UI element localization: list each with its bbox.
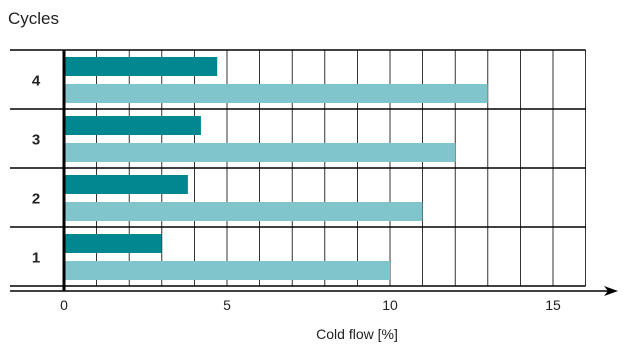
- x-axis-label: Cold flow [%]: [316, 326, 398, 342]
- bars-layer: [64, 57, 488, 280]
- category-label: 3: [32, 132, 40, 149]
- x-tick-label: 15: [545, 297, 561, 313]
- category-label: 4: [32, 73, 41, 90]
- x-tick-label: 10: [382, 297, 398, 313]
- x-tick-label: 5: [223, 297, 231, 313]
- chart-title: Cycles: [8, 9, 59, 28]
- category-label: 2: [32, 191, 40, 208]
- bar-cycle-3-series-1: [64, 116, 201, 135]
- bar-cycle-4-series-1: [64, 57, 218, 76]
- bar-cycle-2-series-1: [64, 175, 188, 194]
- bar-cycle-1-series-2: [64, 261, 390, 280]
- bar-cycle-4-series-2: [64, 84, 488, 103]
- x-tick-label: 0: [60, 297, 68, 313]
- x-axis-arrow: [604, 286, 618, 296]
- bar-cycle-1-series-1: [64, 234, 162, 253]
- bar-cycle-2-series-2: [64, 202, 423, 221]
- bar-cycle-3-series-2: [64, 143, 456, 162]
- category-label: 1: [32, 250, 40, 267]
- axes-layer: [10, 50, 618, 296]
